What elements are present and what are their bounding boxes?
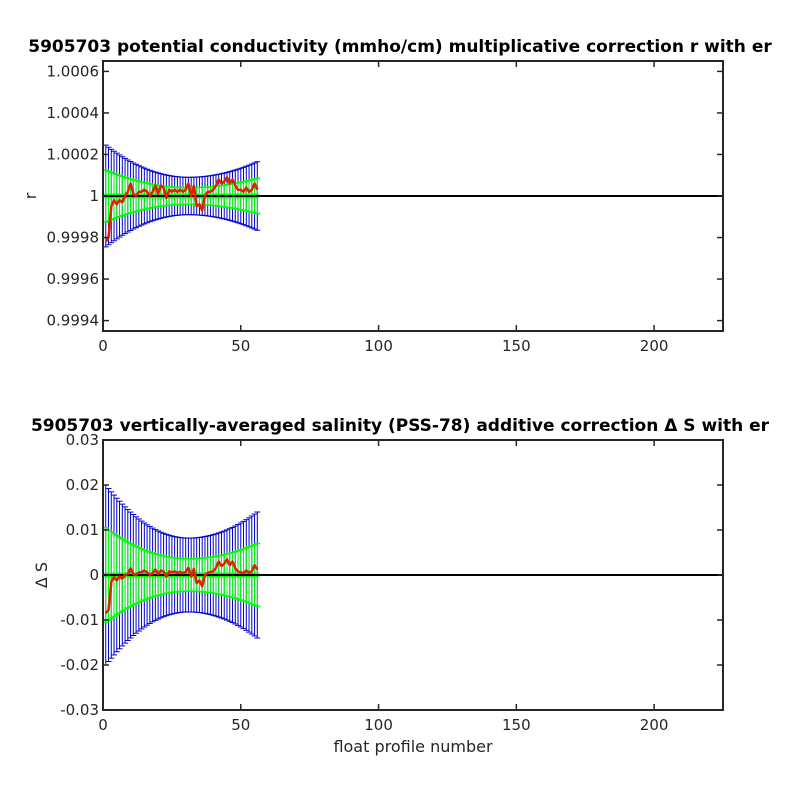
y-tick-label: -0.02 bbox=[60, 656, 99, 674]
plot-area bbox=[102, 144, 723, 248]
y-tick-label: -0.01 bbox=[60, 611, 99, 629]
x-tick-label: 100 bbox=[364, 337, 393, 355]
y-tick-label: 1 bbox=[89, 187, 99, 205]
x-tick-label: 150 bbox=[502, 337, 531, 355]
y-tick-label: 0 bbox=[89, 566, 99, 584]
axes-frame bbox=[102, 439, 724, 711]
x-tick-label: 50 bbox=[231, 337, 250, 355]
x-tick-label: 0 bbox=[98, 716, 108, 734]
salinity-correction-panel: 5905703 vertically-averaged salinity (PS… bbox=[31, 416, 770, 756]
y-tick-label: 0.02 bbox=[66, 476, 99, 494]
x-tick-label: 200 bbox=[640, 716, 669, 734]
y-axis-label: Δ S bbox=[32, 562, 51, 588]
axes-frame bbox=[102, 60, 724, 332]
correction-line bbox=[104, 558, 259, 615]
y-tick-label: 0.9998 bbox=[47, 229, 100, 247]
y-tick-label: 0.03 bbox=[66, 431, 99, 449]
plot-area bbox=[102, 484, 723, 666]
y-tick-label: -0.03 bbox=[60, 701, 99, 719]
y-axis-label: r bbox=[21, 192, 40, 199]
x-tick-label: 100 bbox=[364, 716, 393, 734]
y-tick-label: 1.0004 bbox=[47, 104, 100, 122]
correction-line bbox=[104, 176, 259, 243]
y-tick-label: 0.9996 bbox=[47, 270, 100, 288]
y-tick-label: 0.01 bbox=[66, 521, 99, 539]
x-axis-label: float profile number bbox=[333, 737, 493, 756]
y-tick-label: 1.0002 bbox=[47, 145, 100, 163]
y-tick-label: 1.0006 bbox=[47, 62, 100, 80]
y-tick-label: 0.9994 bbox=[47, 312, 100, 330]
x-tick-label: 150 bbox=[502, 716, 531, 734]
x-tick-label: 200 bbox=[640, 337, 669, 355]
x-tick-label: 50 bbox=[231, 716, 250, 734]
chart-title: 5905703 vertically-averaged salinity (PS… bbox=[31, 416, 770, 436]
conductivity-correction-panel: 5905703 potential conductivity (mmho/cm)… bbox=[21, 37, 772, 355]
chart-title: 5905703 potential conductivity (mmho/cm)… bbox=[28, 37, 772, 57]
tick-layer: 0 50 100 150 200 -0.03 -0.02 -0.01 0 0.01 0.02 0.03 bbox=[60, 431, 723, 734]
x-tick-label: 0 bbox=[98, 337, 108, 355]
